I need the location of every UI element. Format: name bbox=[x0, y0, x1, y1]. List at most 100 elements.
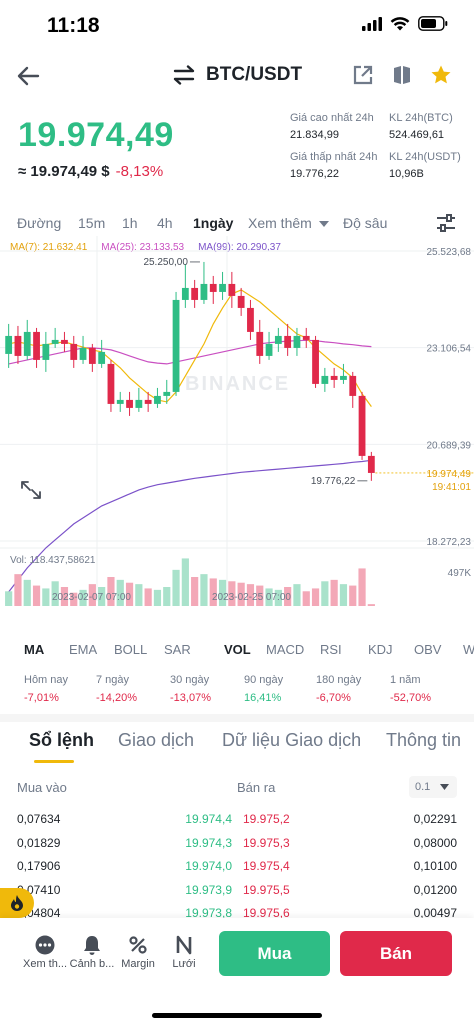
ask-qty: 0,01200 bbox=[413, 882, 457, 897]
volume-axis-label: 118K bbox=[448, 605, 471, 606]
volume-bar bbox=[70, 592, 78, 606]
ask-price: 19.975,6 bbox=[243, 906, 290, 921]
volume-bar bbox=[367, 604, 375, 606]
ask-qty: 0,00497 bbox=[413, 906, 457, 921]
signal-icon bbox=[362, 16, 382, 31]
indicator-ema[interactable]: EMA bbox=[69, 642, 98, 657]
depth-tab[interactable]: Độ sâu bbox=[343, 215, 388, 231]
volume-bar bbox=[98, 587, 106, 606]
candle-body bbox=[33, 331, 40, 360]
indicator-obv[interactable]: OBV bbox=[414, 642, 442, 657]
volume-bar bbox=[163, 587, 171, 606]
indicator-rsi[interactable]: RSI bbox=[320, 642, 342, 657]
volume-bar bbox=[42, 588, 50, 606]
orderbook-row[interactable]: 0,07634 19.974,4 19.975,2 0,02291 bbox=[0, 810, 474, 834]
candle-body bbox=[135, 399, 143, 408]
volume-bar bbox=[321, 581, 329, 606]
interval-15m[interactable]: 15m bbox=[78, 215, 106, 231]
stat-label: KL 24h(BTC) bbox=[389, 112, 453, 124]
status-bar: 11:18 bbox=[0, 0, 474, 52]
ma7-legend: MA(7): 21.632,41 bbox=[10, 242, 88, 253]
tab-trade-data[interactable]: Dữ liệu Giao dịch bbox=[222, 730, 362, 750]
volume-bar bbox=[88, 584, 96, 606]
perf-value: -6,70% bbox=[316, 692, 351, 704]
orderbook-row[interactable]: 0,17906 19.974,0 19.975,4 0,10100 bbox=[0, 857, 474, 881]
bottom-margin-label: Margin bbox=[121, 958, 155, 970]
y-axis-label: 23.106,54 bbox=[427, 344, 472, 355]
fullscreen-icon[interactable] bbox=[21, 481, 41, 499]
chart-settings-icon[interactable] bbox=[436, 214, 456, 232]
share-icon[interactable] bbox=[352, 64, 374, 86]
bottom-alert[interactable]: Cảnh b... bbox=[66, 932, 118, 970]
star-favorite-icon[interactable] bbox=[430, 64, 452, 86]
swap-icon bbox=[173, 65, 195, 85]
interval-1h[interactable]: 1h bbox=[122, 215, 138, 231]
stat-value: 10,96B bbox=[389, 168, 424, 180]
indicator-macd[interactable]: MACD bbox=[266, 642, 305, 657]
volume-bar bbox=[23, 579, 31, 606]
ma25-line bbox=[8, 339, 372, 365]
x-axis-label: 2023-02-07 07:00 bbox=[52, 592, 131, 603]
interval-1d[interactable]: 1ngày bbox=[193, 215, 234, 231]
y-axis-label: 25.523,68 bbox=[427, 247, 472, 258]
candle-body bbox=[209, 283, 217, 292]
bottom-margin[interactable]: Margin bbox=[112, 932, 164, 970]
bid-qty: 0,17906 bbox=[17, 859, 61, 874]
tab-orderbook[interactable]: Sổ lệnh bbox=[29, 730, 95, 750]
volume-bar bbox=[358, 568, 366, 606]
price-sub: ≈ 19.974,49 $ -8,13% bbox=[18, 163, 163, 180]
volume-bar bbox=[330, 579, 338, 606]
volume-bar bbox=[181, 558, 189, 606]
stat-vol-btc: KL 24h(BTC) 524.469,61 bbox=[389, 113, 474, 141]
interval-4h[interactable]: 4h bbox=[157, 215, 173, 231]
perf-180d: 180 ngày -6,70% bbox=[316, 674, 361, 704]
x-axis-label: 2023-02-25 07:00 bbox=[212, 592, 291, 603]
candle-body bbox=[200, 283, 208, 300]
tab-info[interactable]: Thông tin bbox=[386, 730, 462, 750]
bottom-grid[interactable]: Lưới bbox=[158, 932, 210, 970]
floating-fire-button[interactable] bbox=[0, 888, 34, 918]
volume-bar bbox=[274, 589, 282, 606]
candle-body bbox=[302, 335, 310, 340]
candle-body bbox=[349, 375, 357, 396]
ask-qty: 0,02291 bbox=[413, 812, 457, 826]
volume-bar bbox=[237, 582, 245, 606]
book-icon[interactable] bbox=[392, 64, 412, 86]
y-axis-label: 18.272,23 bbox=[427, 537, 472, 548]
buy-button[interactable]: Mua bbox=[219, 931, 330, 976]
indicator-more[interactable]: W bbox=[463, 642, 474, 657]
volume-bar bbox=[14, 574, 22, 606]
volume-bar bbox=[228, 581, 236, 606]
tab-trades[interactable]: Giao dịch bbox=[118, 730, 195, 750]
candle-body bbox=[126, 399, 133, 408]
indicator-vol[interactable]: VOL bbox=[224, 642, 251, 657]
orderbook-row[interactable]: 0,04804 19.973,8 19.975,6 0,00497 bbox=[0, 904, 474, 928]
indicator-boll[interactable]: BOLL bbox=[114, 642, 148, 657]
indicator-sar[interactable]: SAR bbox=[164, 642, 191, 657]
sell-button[interactable]: Bán bbox=[340, 931, 452, 976]
perf-value: -14,20% bbox=[96, 692, 137, 704]
interval-more[interactable]: Xem thêm bbox=[248, 215, 329, 231]
orderbook-row[interactable]: 0,01829 19.974,3 19.975,3 0,08000 bbox=[0, 834, 474, 858]
perf-value: 16,41% bbox=[244, 692, 282, 704]
indicator-kdj[interactable]: KDJ bbox=[368, 642, 393, 657]
fiat-price: ≈ 19.974,49 $ bbox=[18, 163, 110, 180]
bottom-more[interactable]: Xem th... bbox=[19, 932, 71, 970]
interval-line[interactable]: Đường bbox=[17, 215, 62, 231]
candle-body bbox=[70, 343, 78, 360]
precision-select[interactable]: 0.1 bbox=[409, 776, 457, 798]
candle-body bbox=[42, 343, 50, 360]
candle-body bbox=[367, 455, 375, 473]
volume-bar bbox=[302, 591, 310, 606]
bottom-more-label: Xem th... bbox=[22, 958, 68, 970]
stat-label: Giá thấp nhất 24h bbox=[290, 151, 378, 163]
home-indicator bbox=[152, 1013, 322, 1018]
indicator-ma[interactable]: MA bbox=[24, 642, 45, 657]
volume-bar bbox=[209, 578, 217, 606]
pair-selector[interactable]: BTC/USDT bbox=[172, 64, 302, 86]
candle-body bbox=[247, 307, 254, 332]
back-arrow-icon[interactable] bbox=[14, 62, 42, 90]
candlestick-chart[interactable]: BINANCE 25.523,68 23.106,54 20.689,39 18.272… bbox=[0, 236, 474, 606]
orderbook-row[interactable]: 0,07410 19.973,9 19.975,5 0,01200 bbox=[0, 881, 474, 905]
ma-legend: MA(7): 21.632,41 MA(25): 23.133,53 MA(99… bbox=[10, 242, 281, 253]
